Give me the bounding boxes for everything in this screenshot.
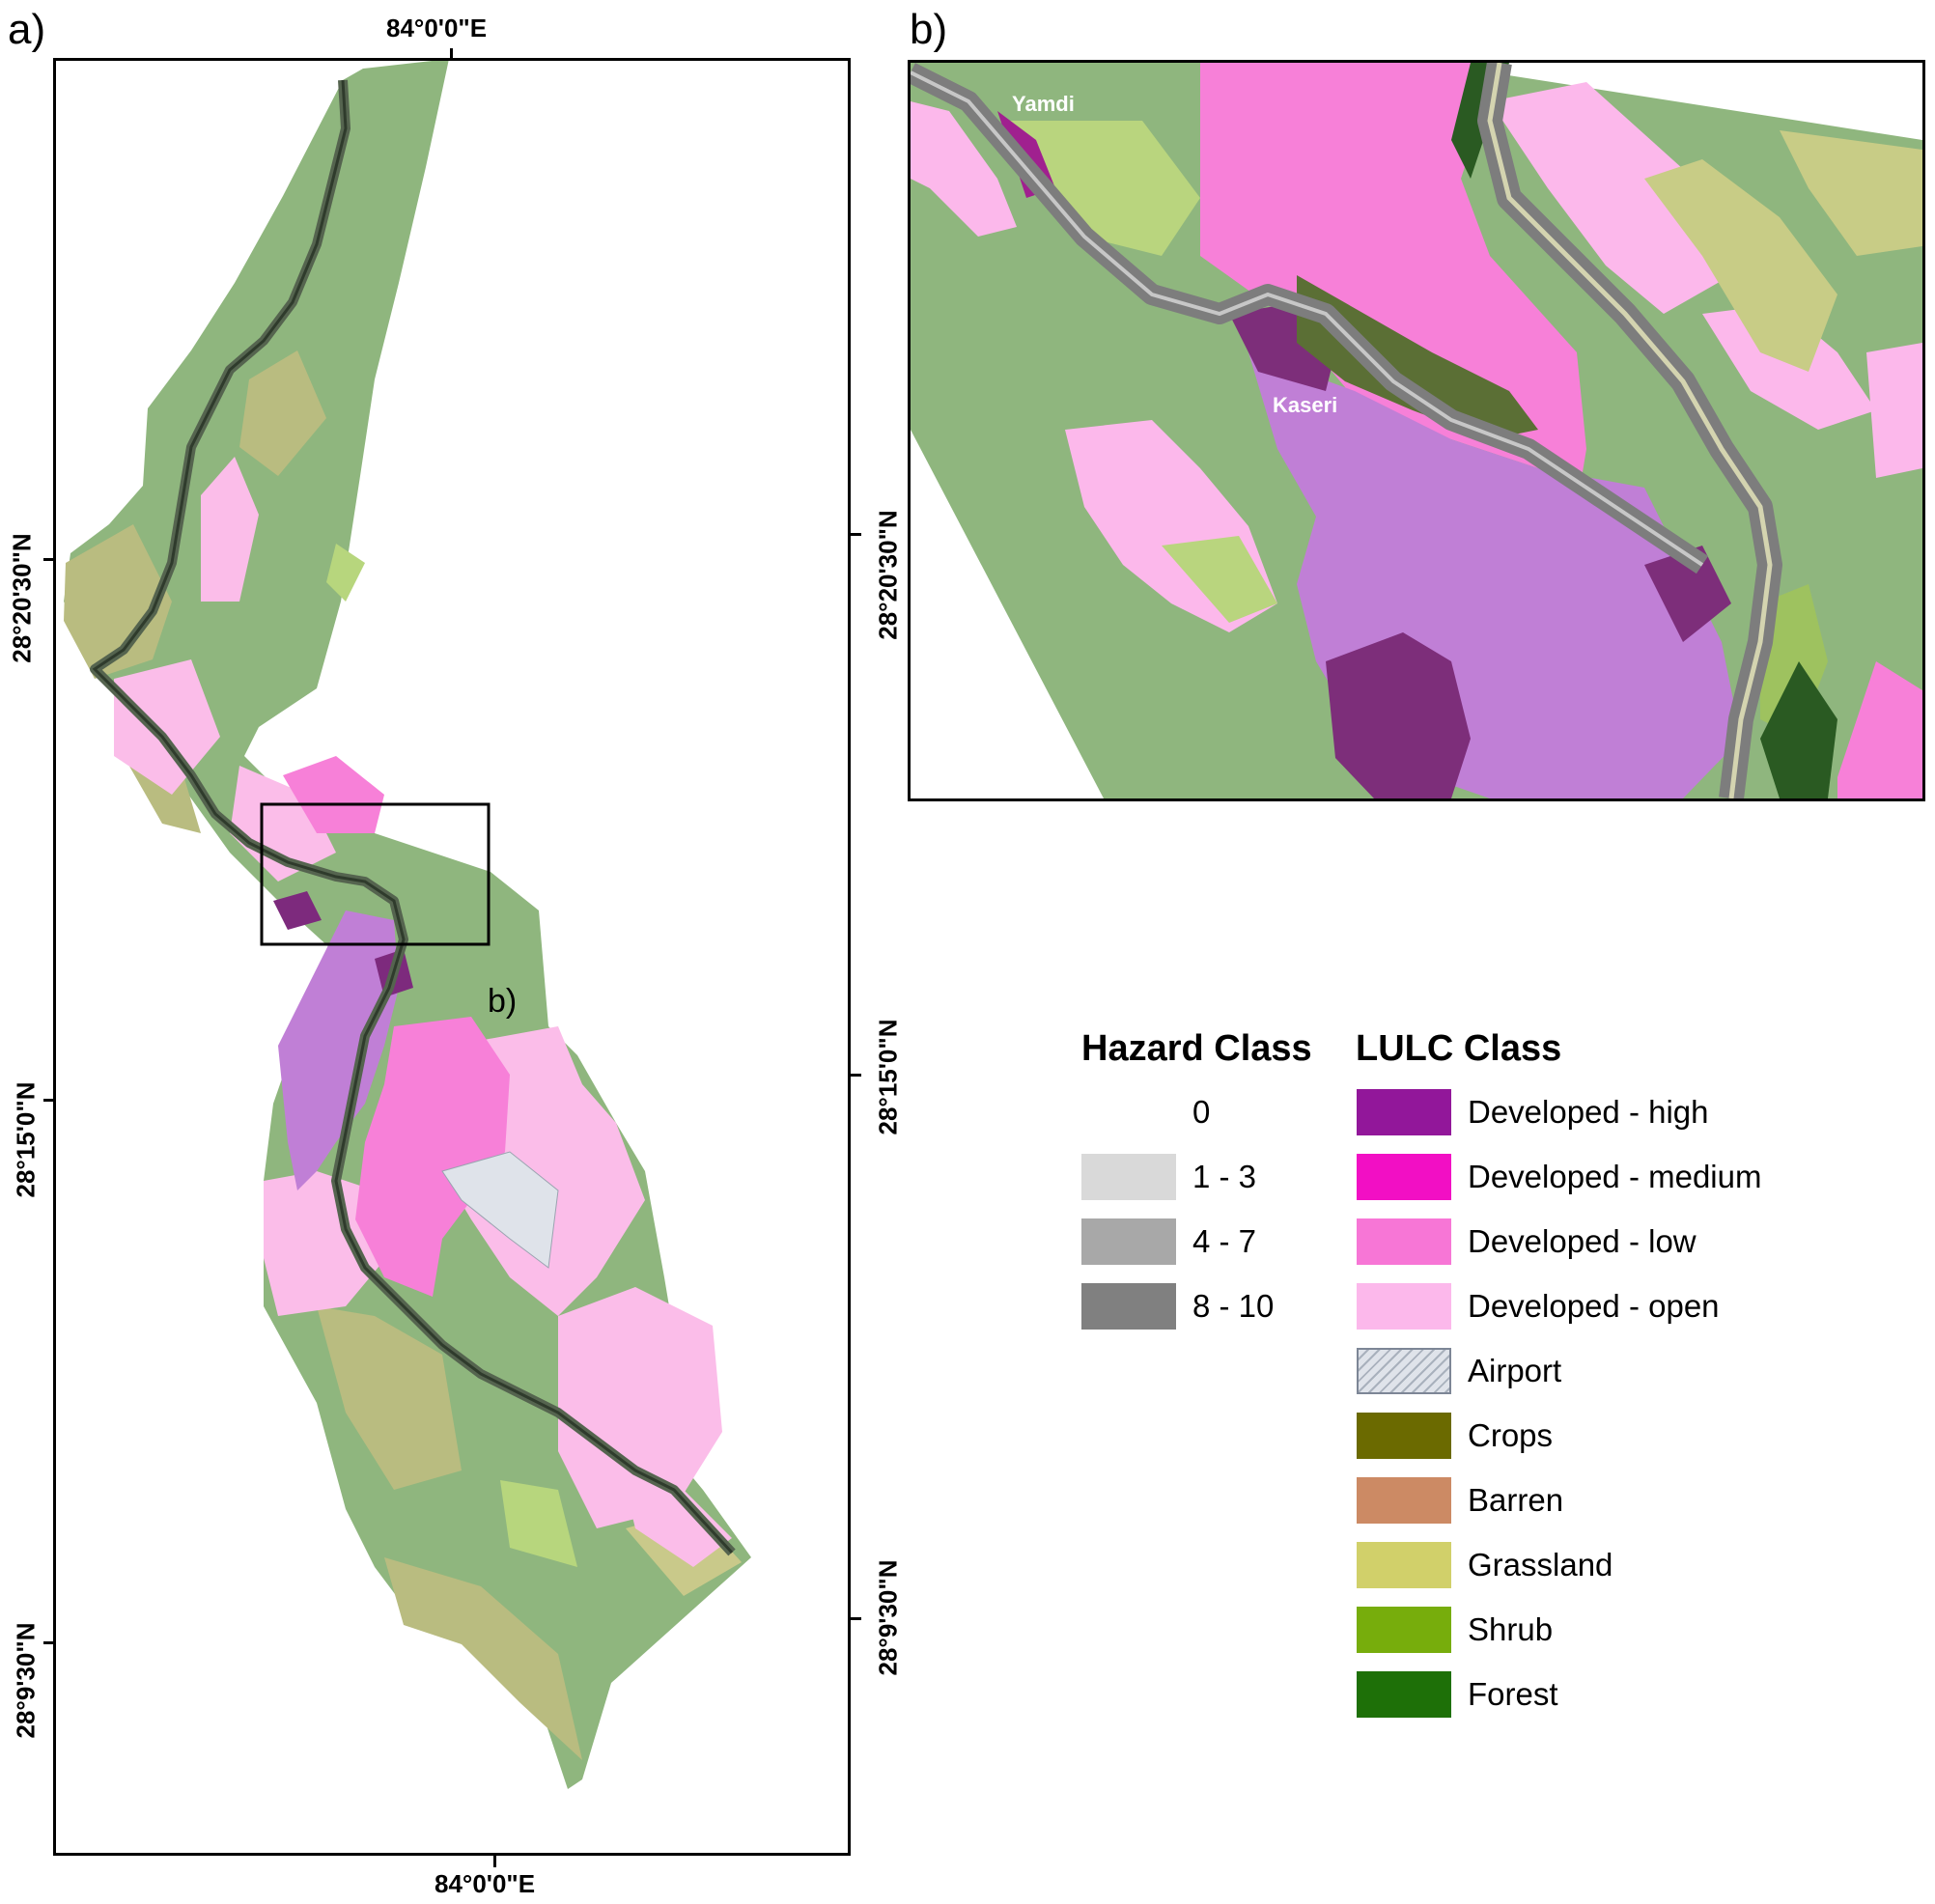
legend-lulc-swatch-developed-medium	[1357, 1154, 1451, 1200]
panel-a-grass-3	[317, 1306, 462, 1490]
panel-a-lat-north: 28°20'30"N	[7, 533, 37, 663]
legend-lulc-label-developed-low: Developed - low	[1468, 1223, 1697, 1259]
panel-b-place-kaseri: Kaseri	[1273, 393, 1337, 417]
panel-a-inset-label: b)	[488, 983, 518, 1020]
legend-lulc-swatch-crops	[1357, 1413, 1451, 1459]
panel-b-dev-open-6	[1866, 343, 1922, 478]
panel-a-top-tick	[450, 48, 453, 62]
panel-a-dev-low-2	[355, 1017, 510, 1297]
legend-lulc-swatch-developed-low	[1357, 1218, 1451, 1265]
panel-b-grass-4	[1780, 130, 1922, 256]
legend-lulc-swatch-forest	[1357, 1671, 1451, 1718]
panel-b-river-west-edge	[911, 70, 1704, 567]
panel-a-dev-open-2	[114, 659, 220, 795]
legend-lulc-label-forest: Forest	[1468, 1676, 1558, 1712]
panel-b-blank-left	[911, 430, 1104, 798]
right-axis-tick-1	[850, 533, 861, 536]
panel-b-place-yamdi: Yamdi	[1012, 92, 1075, 116]
panel-a-lat-south: 28°9'30"N	[11, 1622, 41, 1739]
panel-a-bottom-tick	[493, 1854, 496, 1867]
legend-hazard-title: Hazard Class	[1081, 1028, 1312, 1069]
legend-lulc-label-developed-open: Developed - open	[1468, 1288, 1720, 1324]
legend-lulc-label-airport: Airport	[1468, 1353, 1562, 1388]
legend-lulc-swatch-shrub	[1357, 1607, 1451, 1653]
panel-a-lat-north-tick	[43, 558, 55, 561]
panel-a-shrub-1	[500, 1480, 577, 1567]
panel-a-letter: a)	[8, 6, 46, 53]
panel-b-crops-1	[1297, 275, 1538, 439]
legend-lulc-swatch-airport	[1357, 1348, 1451, 1394]
legend-hazard-label-2: 4 - 7	[1192, 1223, 1257, 1259]
panel-b-dev-open-3	[1490, 82, 1731, 314]
legend-lulc-swatch-developed-high	[1357, 1089, 1451, 1135]
panel-b-dev-open-1	[911, 101, 1017, 237]
panel-b-dev-high-3	[1644, 546, 1731, 642]
legend-hazard-label-0: 0	[1192, 1094, 1211, 1130]
legend-lulc-label-shrub: Shrub	[1468, 1611, 1554, 1647]
right-axis-tick-2	[850, 1074, 861, 1077]
right-axis-tick-3	[850, 1617, 861, 1620]
legend-lulc-swatch-developed-open	[1357, 1283, 1451, 1330]
legend-lulc-label-grassland: Grassland	[1468, 1547, 1613, 1582]
legend-lulc-swatch-barren	[1357, 1477, 1451, 1524]
panel-a-grass-1	[64, 524, 172, 679]
panel-a-airport	[441, 1151, 559, 1269]
panel-a-lat-mid: 28°15'0"N	[11, 1081, 41, 1198]
panel-b-river-east-edge	[1487, 63, 1773, 798]
panel-b-dev-high-1	[1326, 632, 1471, 798]
legend-hazard-label-3: 8 - 10	[1192, 1288, 1275, 1324]
legend-lulc-swatch-grassland	[1357, 1542, 1451, 1588]
panel-a-dev-low-1	[283, 756, 384, 833]
panel-b-letter: b)	[910, 6, 948, 53]
panel-a-inset-box	[260, 802, 491, 946]
panel-b-grass-3	[1644, 159, 1837, 372]
panel-a-shrub-2	[326, 544, 365, 602]
legend-hazard-swatch-1	[1081, 1154, 1176, 1200]
panel-a-grass-5	[239, 350, 326, 476]
panel-b-map-frame: Yamdi Kaseri	[908, 60, 1925, 801]
legend-hazard-swatch-2	[1081, 1218, 1176, 1265]
panel-b-forest-2	[1760, 661, 1837, 798]
legend-hazard-label-1: 1 - 3	[1192, 1159, 1257, 1194]
panel-b-blank-topright	[1490, 63, 1922, 140]
panel-a-dev-high-1	[273, 891, 322, 930]
panel-b-dev-open-4	[1702, 304, 1876, 430]
panel-b-grass-1	[1007, 121, 1200, 256]
legend-lulc-label-crops: Crops	[1468, 1417, 1554, 1453]
legend-lulc-title: LULC Class	[1356, 1028, 1562, 1069]
panel-b-dev-low-2	[1837, 661, 1922, 798]
panel-a-dev-open-3	[230, 766, 336, 882]
legend-hazard-swatch-3	[1081, 1283, 1176, 1330]
panel-a-dev-open-5	[558, 1287, 722, 1528]
panel-b-lat: 28°20'30"N	[873, 510, 903, 640]
panel-a-river-core	[92, 79, 734, 1554]
panel-a-grass-4	[384, 1557, 582, 1760]
panel-a-dev-open-1	[201, 457, 259, 602]
panel-a-map-frame	[53, 58, 851, 1856]
right-axis-lat-south: 28°9'30"N	[873, 1559, 903, 1676]
panel-b-grass-2	[1162, 536, 1277, 623]
right-axis-lat-mid: 28°15'0"N	[873, 1019, 903, 1135]
legend-hazard-swatch-0	[1081, 1089, 1176, 1135]
legend-lulc-label-barren: Barren	[1468, 1482, 1564, 1518]
panel-a-map	[64, 61, 751, 1789]
legend-lulc-label-developed-high: Developed - high	[1468, 1094, 1709, 1130]
panel-a-lat-mid-tick	[43, 1099, 55, 1102]
legend-lulc-label-developed-medium: Developed - medium	[1468, 1159, 1762, 1194]
panel-a-dev-lavender	[278, 910, 399, 1190]
panel-a-top-longitude: 84°0'0"E	[386, 14, 488, 42]
panel-b-map: Yamdi Kaseri	[911, 63, 1922, 798]
panel-a-bottom-longitude: 84°0'0"E	[435, 1869, 536, 1898]
panel-a-lat-south-tick	[43, 1641, 55, 1644]
